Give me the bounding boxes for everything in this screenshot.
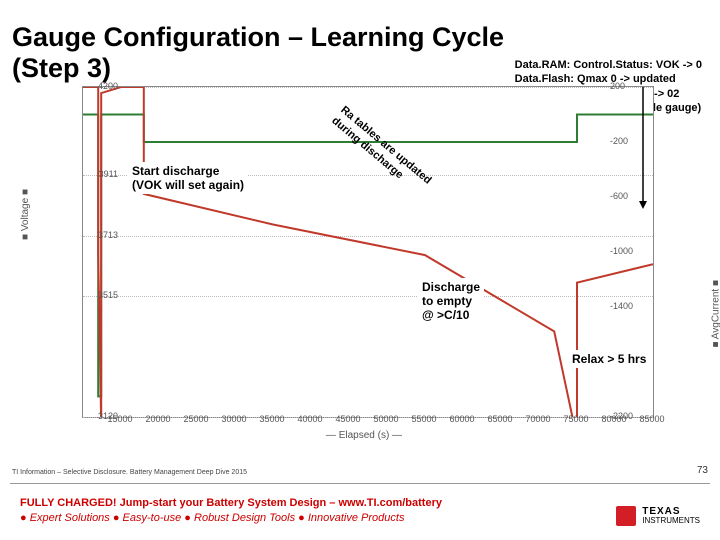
xtick: 70000 — [525, 414, 550, 424]
xtick: 20000 — [145, 414, 170, 424]
ytick-right: -600 — [610, 191, 650, 201]
ytick-left: 3713 — [78, 230, 118, 240]
ti-chip-icon — [616, 506, 636, 526]
xtick: 35000 — [259, 414, 284, 424]
annot-relax: Relax > 5 hrs — [568, 350, 650, 368]
xtick: 65000 — [487, 414, 512, 424]
y-axis-right-label: ■ AvgCurrent ■ — [710, 280, 720, 347]
ti-logo: TEXAS INSTRUMENTS — [616, 506, 700, 526]
xtick: 80000 — [601, 414, 626, 424]
status-line-1: Data.RAM: Control.Status: VOK -> 0 — [515, 58, 702, 72]
annot-discharge-empty: Discharge to empty @ >C/10 — [418, 278, 484, 324]
ytick-left: 4200 — [78, 81, 118, 91]
xtick: 60000 — [449, 414, 474, 424]
xtick: 75000 — [563, 414, 588, 424]
divider — [10, 483, 710, 484]
footer-headline: FULLY CHARGED! Jump-start your Battery S… — [20, 497, 442, 509]
slide: Gauge Configuration – Learning Cycle (St… — [0, 0, 720, 540]
xtick: 45000 — [335, 414, 360, 424]
footnote: TI Information – Selective Disclosure. B… — [12, 469, 247, 476]
ytick-right: -1000 — [610, 246, 650, 256]
ti-logo-text: TEXAS INSTRUMENTS — [642, 507, 700, 525]
ytick-left: 3911 — [78, 169, 118, 179]
ytick-left: 3515 — [78, 290, 118, 300]
xtick: 30000 — [221, 414, 246, 424]
xtick: 25000 — [183, 414, 208, 424]
xtick: 15000 — [107, 414, 132, 424]
x-axis-label: — Elapsed (s) — — [38, 430, 690, 441]
y-axis-left-label: ■ Voltage ■ — [20, 189, 31, 240]
xtick: 55000 — [411, 414, 436, 424]
chart: ■ Voltage ■ ■ AvgCurrent ■ — Elapsed (s)… — [38, 80, 690, 460]
page-number: 73 — [697, 465, 708, 476]
footer-subline: ● Expert Solutions ● Easy-to-use ● Robus… — [20, 511, 442, 526]
footer-text: FULLY CHARGED! Jump-start your Battery S… — [20, 496, 442, 526]
ytick-right: 200 — [610, 81, 650, 91]
xtick: 40000 — [297, 414, 322, 424]
ytick-right: -200 — [610, 136, 650, 146]
xtick: 85000 — [639, 414, 664, 424]
xtick: 50000 — [373, 414, 398, 424]
slide-title: Gauge Configuration – Learning Cycle (St… — [12, 22, 572, 84]
ytick-right: -1400 — [610, 301, 650, 311]
annot-start-discharge: Start discharge (VOK will set again) — [128, 162, 248, 194]
